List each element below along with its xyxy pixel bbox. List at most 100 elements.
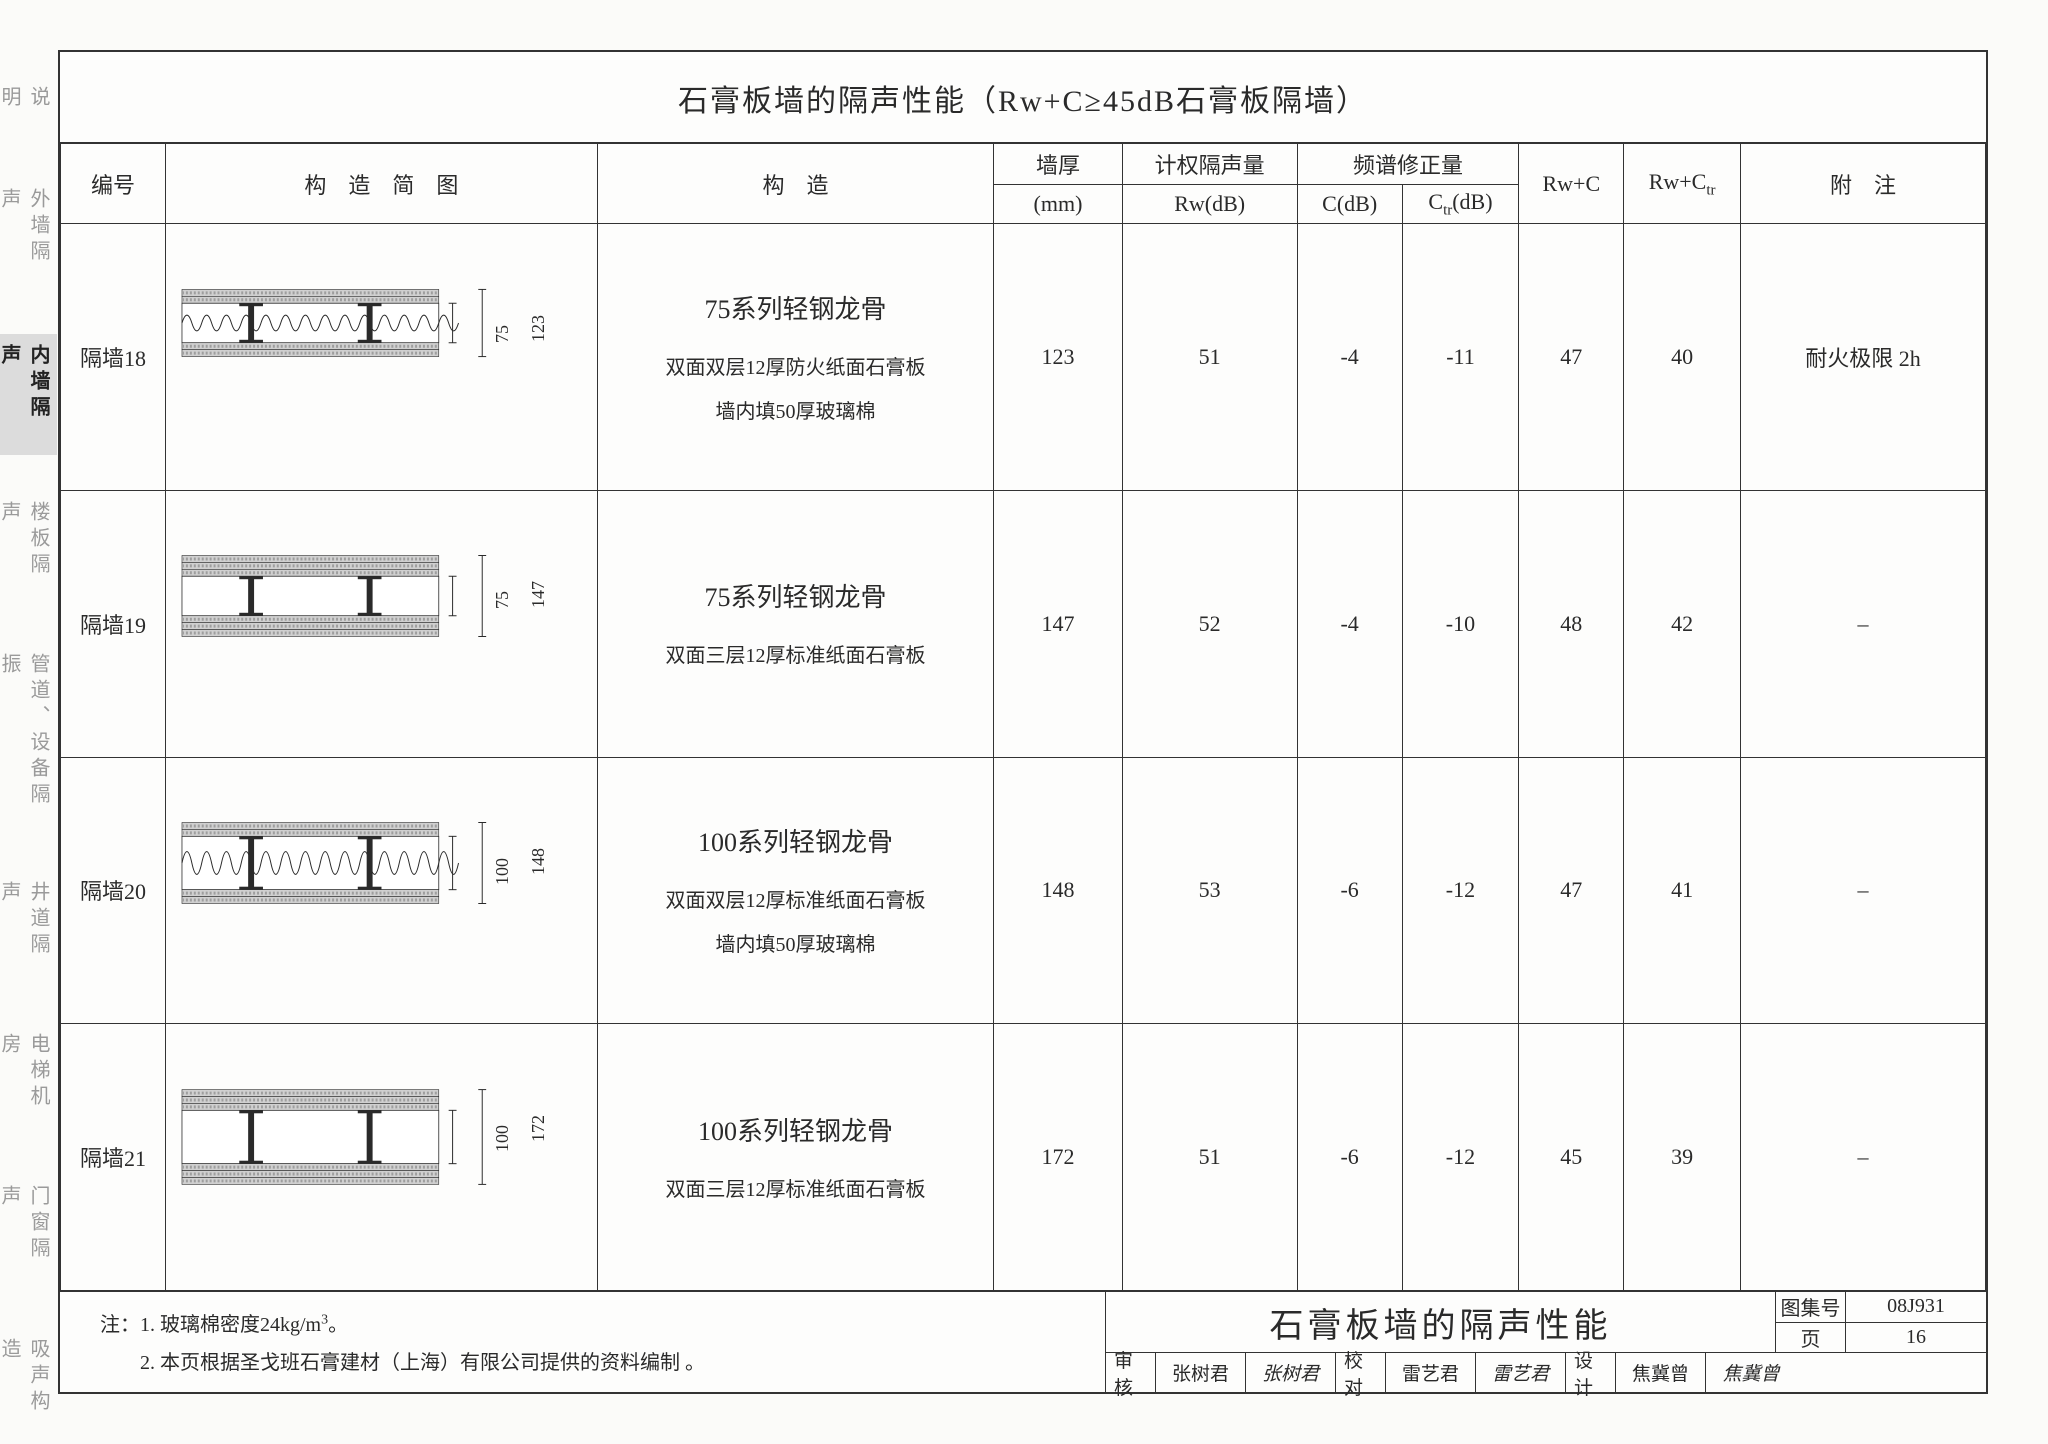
cell-construction: 100系列轻钢龙骨双面双层12厚标准纸面石膏板墙内填50厚玻璃棉 (597, 757, 994, 1024)
footer-block: 注：1. 玻璃棉密度24kg/m3。 2. 本页根据圣戈班石膏建材（上海）有限公… (60, 1291, 1986, 1392)
code-value: 08J931 (1846, 1292, 1986, 1322)
sidebar-tab[interactable]: 说明 (0, 80, 53, 142)
approval-label: 校对 (1336, 1353, 1386, 1392)
sidebar-tabs: 说明外墙隔声内墙隔声楼板隔声管道、设备隔振井道隔声电梯机房门窗隔声吸声构造 (0, 0, 48, 1444)
cell-rwctr: 42 (1624, 491, 1741, 758)
cell-diagram: 100 148 (166, 757, 598, 1024)
title-block: 石膏板墙的隔声性能 图集号 08J931 页 16 审核张树君张树君校对雷艺君雷… (1106, 1292, 1986, 1392)
th-ctr: Ctr(dB) (1402, 185, 1519, 224)
th-id: 编号 (61, 144, 166, 224)
construction-line: 双面三层12厚标准纸面石膏板 (604, 1168, 988, 1212)
page: 说明外墙隔声内墙隔声楼板隔声管道、设备隔振井道隔声电梯机房门窗隔声吸声构造 石膏… (0, 0, 2048, 1444)
approval-signature: 焦冀曾 (1706, 1353, 1796, 1392)
dim-total: 148 (528, 848, 549, 875)
cell-thickness: 172 (994, 1024, 1122, 1291)
construction-line: 双面双层12厚标准纸面石膏板 (604, 879, 988, 923)
sidebar-tab[interactable]: 吸声构造 (0, 1332, 53, 1444)
construction-title: 100系列轻钢龙骨 (604, 1103, 988, 1160)
dim-stud: 100 (492, 1125, 513, 1152)
th-thickness: 墙厚 (994, 144, 1122, 185)
cell-id: 隔墙21 (61, 1024, 166, 1291)
th-rw-unit: Rw(dB) (1122, 185, 1297, 224)
footnote-line: 注：1. 玻璃棉密度24kg/m3。 (100, 1306, 1095, 1344)
footnote-line: 2. 本页根据圣戈班石膏建材（上海）有限公司提供的资料编制 。 (100, 1344, 1095, 1382)
construction-line: 墙内填50厚玻璃棉 (604, 923, 988, 967)
sidebar-tab[interactable]: 电梯机房 (0, 1027, 53, 1139)
construction-title: 75系列轻钢龙骨 (604, 569, 988, 626)
dim-stud: 100 (492, 858, 513, 885)
table-row: 隔墙187512375系列轻钢龙骨双面双层12厚防火纸面石膏板墙内填50厚玻璃棉… (61, 224, 1986, 491)
cell-rwc: 47 (1519, 757, 1624, 1024)
th-rwc: Rw+C (1519, 144, 1624, 224)
cell-construction: 75系列轻钢龙骨双面双层12厚防火纸面石膏板墙内填50厚玻璃棉 (597, 224, 994, 491)
sidebar-tab[interactable]: 管道、设备隔振 (0, 647, 53, 835)
titleblock-title: 石膏板墙的隔声性能 (1106, 1292, 1776, 1352)
cell-c: -4 (1297, 491, 1402, 758)
table-head: 编号 构 造 简 图 构 造 墙厚 计权隔声量 频谱修正量 Rw+C Rw+Ct… (61, 144, 1986, 224)
cell-rwctr: 41 (1624, 757, 1741, 1024)
cell-thickness: 148 (994, 757, 1122, 1024)
cell-rwc: 47 (1519, 224, 1624, 491)
dim-total: 123 (528, 315, 549, 342)
footnotes: 注：1. 玻璃棉密度24kg/m3。 2. 本页根据圣戈班石膏建材（上海）有限公… (60, 1292, 1106, 1392)
sidebar-tab[interactable]: 内墙隔声 (0, 334, 57, 454)
cell-ctr: -12 (1402, 757, 1519, 1024)
cell-c: -4 (1297, 224, 1402, 491)
construction-line: 双面三层12厚标准纸面石膏板 (604, 634, 988, 678)
sidebar-tab[interactable]: 楼板隔声 (0, 495, 53, 607)
cell-id: 隔墙18 (61, 224, 166, 491)
approval-name: 雷艺君 (1386, 1353, 1476, 1392)
cell-rwc: 45 (1519, 1024, 1624, 1291)
table-body: 隔墙187512375系列轻钢龙骨双面双层12厚防火纸面石膏板墙内填50厚玻璃棉… (61, 224, 1986, 1291)
cell-rw: 51 (1122, 1024, 1297, 1291)
dim-total: 172 (528, 1115, 549, 1142)
cell-rw: 51 (1122, 224, 1297, 491)
approval-label: 审核 (1106, 1353, 1156, 1392)
table-row: 隔墙20100148100系列轻钢龙骨双面双层12厚标准纸面石膏板墙内填50厚玻… (61, 757, 1986, 1024)
th-note: 附 注 (1740, 144, 1985, 224)
cell-thickness: 147 (994, 491, 1122, 758)
cell-diagram: 100 172 (166, 1024, 598, 1291)
sidebar-tab[interactable]: 门窗隔声 (0, 1179, 53, 1291)
cell-rw: 52 (1122, 491, 1297, 758)
cell-rwc: 48 (1519, 491, 1624, 758)
th-rwctr: Rw+Ctr (1624, 144, 1741, 224)
sidebar-tab[interactable]: 外墙隔声 (0, 182, 53, 294)
construction-title: 100系列轻钢龙骨 (604, 814, 988, 871)
page-title: 石膏板墙的隔声性能（Rw+C≥45dB石膏板隔墙） (60, 52, 1986, 143)
cell-ctr: -10 (1402, 491, 1519, 758)
cell-c: -6 (1297, 1024, 1402, 1291)
cell-id: 隔墙20 (61, 757, 166, 1024)
approval-name: 焦冀曾 (1616, 1353, 1706, 1392)
th-rw: 计权隔声量 (1122, 144, 1297, 185)
cell-note: – (1740, 1024, 1985, 1291)
page-label: 页 (1776, 1323, 1846, 1353)
approval-signature: 张树君 (1246, 1353, 1336, 1392)
cell-construction: 100系列轻钢龙骨双面三层12厚标准纸面石膏板 (597, 1024, 994, 1291)
th-construction: 构 造 (597, 144, 994, 224)
cell-diagram: 75 147 (166, 491, 598, 758)
table-row: 隔墙197514775系列轻钢龙骨双面三层12厚标准纸面石膏板14752-4-1… (61, 491, 1986, 758)
cell-note: 耐火极限 2h (1740, 224, 1985, 491)
cell-ctr: -11 (1402, 224, 1519, 491)
main-frame: 石膏板墙的隔声性能（Rw+C≥45dB石膏板隔墙） 编号 构 造 简 图 构 造… (58, 50, 1988, 1394)
acoustic-table: 编号 构 造 简 图 构 造 墙厚 计权隔声量 频谱修正量 Rw+C Rw+Ct… (60, 143, 1986, 1291)
cell-id: 隔墙19 (61, 491, 166, 758)
cell-construction: 75系列轻钢龙骨双面三层12厚标准纸面石膏板 (597, 491, 994, 758)
cell-rwctr: 39 (1624, 1024, 1741, 1291)
approval-name: 张树君 (1156, 1353, 1246, 1392)
cell-rwctr: 40 (1624, 224, 1741, 491)
construction-line: 双面双层12厚防火纸面石膏板 (604, 346, 988, 390)
construction-line: 墙内填50厚玻璃棉 (604, 390, 988, 434)
th-thickness-unit: (mm) (994, 185, 1122, 224)
th-diagram: 构 造 简 图 (166, 144, 598, 224)
dim-stud: 75 (492, 591, 513, 609)
cell-diagram: 75123 (166, 224, 598, 491)
cell-thickness: 123 (994, 224, 1122, 491)
th-spectrum: 频谱修正量 (1297, 144, 1519, 185)
dim-total: 147 (528, 581, 549, 608)
construction-title: 75系列轻钢龙骨 (604, 281, 988, 338)
table-row: 隔墙21100172100系列轻钢龙骨双面三层12厚标准纸面石膏板17251-6… (61, 1024, 1986, 1291)
cell-rw: 53 (1122, 757, 1297, 1024)
sidebar-tab[interactable]: 井道隔声 (0, 875, 53, 987)
